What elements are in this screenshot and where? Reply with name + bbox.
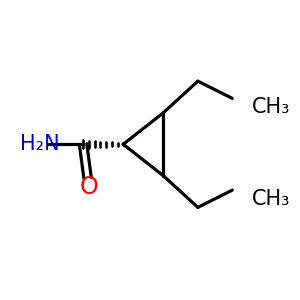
Text: O: O	[80, 175, 98, 199]
Text: CH₃: CH₃	[252, 189, 291, 209]
Text: CH₃: CH₃	[252, 97, 291, 117]
Text: H₂N: H₂N	[20, 134, 60, 154]
